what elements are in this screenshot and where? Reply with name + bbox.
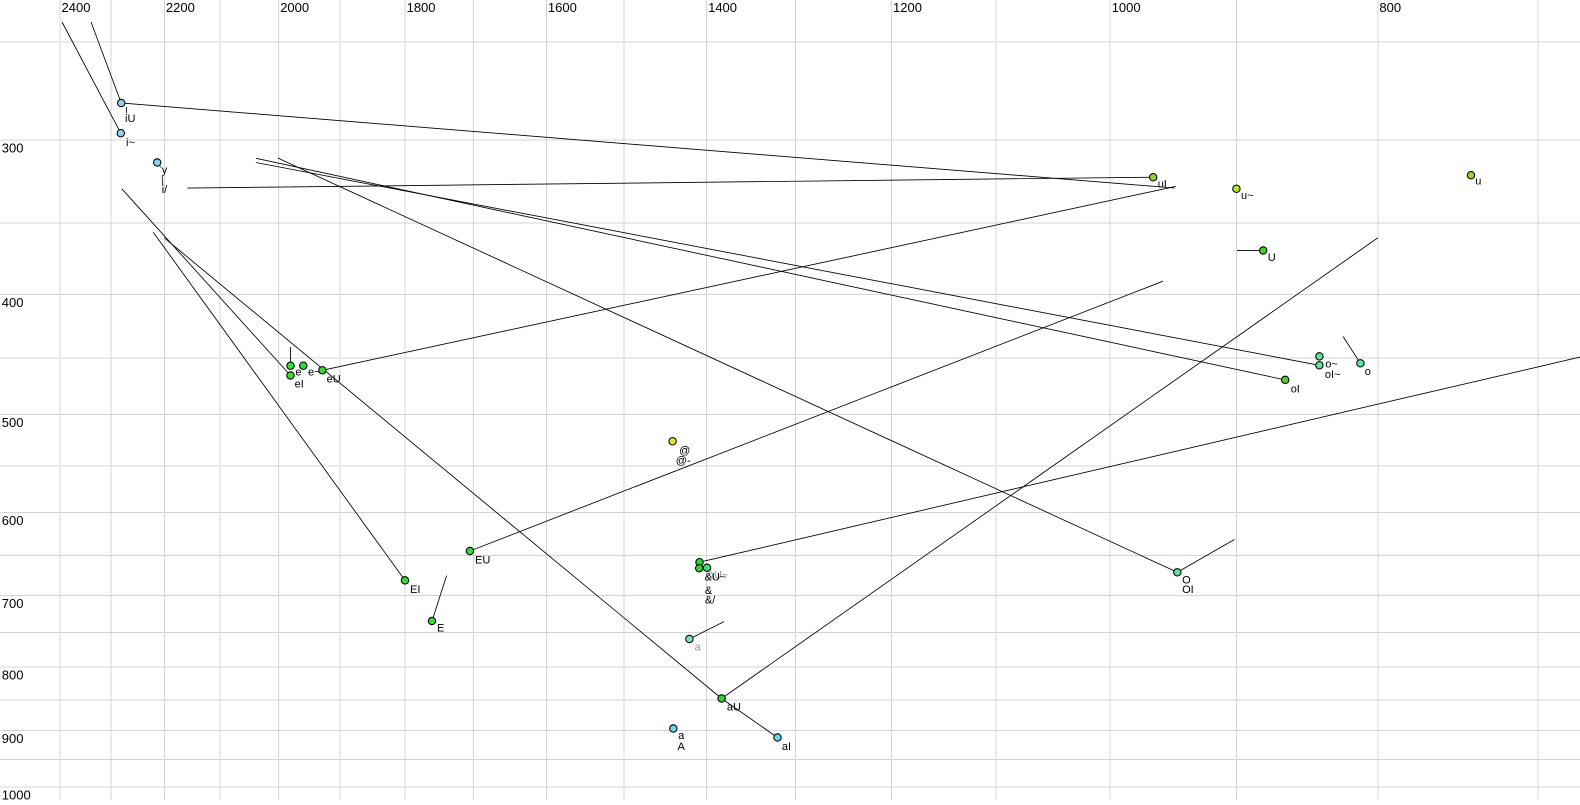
svg-text:o: o [1365, 366, 1371, 378]
svg-text:2000: 2000 [280, 0, 309, 15]
svg-text:A: A [678, 741, 686, 753]
svg-text:900: 900 [2, 731, 24, 746]
svg-text:EI: EI [410, 584, 420, 596]
svg-text:aI: aI [782, 741, 791, 753]
svg-text:e: e [295, 366, 301, 378]
svg-text:OI: OI [1182, 584, 1194, 596]
svg-text:1200: 1200 [893, 0, 922, 15]
svg-text:1600: 1600 [548, 0, 577, 15]
svg-text:&U~: &U~ [705, 571, 727, 583]
svg-text:u: u [1475, 176, 1481, 188]
svg-text:800: 800 [1379, 0, 1401, 15]
svg-text:2200: 2200 [166, 0, 195, 15]
svg-text:800: 800 [2, 668, 24, 683]
svg-text:EU: EU [475, 555, 490, 567]
svg-text:u~: u~ [1241, 190, 1254, 202]
svg-text:500: 500 [2, 415, 24, 430]
svg-text:U: U [1268, 252, 1276, 264]
svg-text:oI~: oI~ [1325, 369, 1341, 381]
svg-text:iU: iU [125, 113, 135, 125]
svg-text:2400: 2400 [62, 0, 91, 15]
svg-text:400: 400 [2, 295, 24, 310]
svg-text:aU: aU [727, 701, 741, 713]
svg-text:1000: 1000 [2, 788, 31, 801]
svg-text:i~: i~ [126, 137, 135, 149]
svg-text:1000: 1000 [1112, 0, 1141, 15]
svg-text:300: 300 [2, 140, 24, 155]
svg-text:E: E [437, 623, 444, 635]
svg-text:&/: &/ [705, 594, 716, 606]
svg-text:600: 600 [2, 513, 24, 528]
svg-text:eI: eI [295, 378, 304, 390]
svg-text:i/: i/ [162, 184, 168, 196]
svg-text:1400: 1400 [708, 0, 737, 15]
svg-text:eU: eU [327, 373, 341, 385]
svg-text:700: 700 [2, 596, 24, 611]
svg-text:1800: 1800 [407, 0, 436, 15]
svg-text:a: a [695, 641, 702, 653]
svg-text:oI: oI [1291, 384, 1300, 396]
svg-text:@-: @- [676, 455, 691, 467]
svg-text:y: y [162, 165, 168, 177]
svg-text:uI: uI [1158, 179, 1167, 191]
svg-text:e~: e~ [308, 367, 321, 379]
